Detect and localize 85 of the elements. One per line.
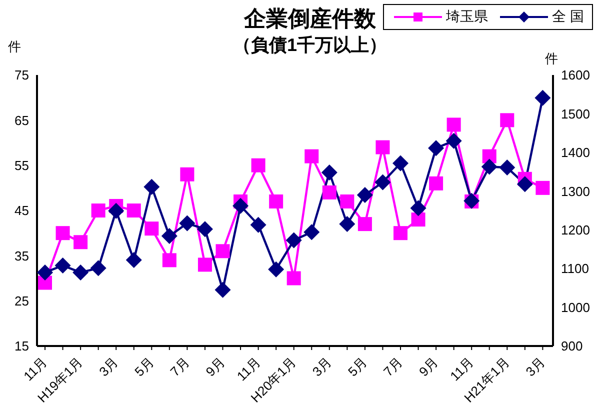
y2-tick-label: 900 — [561, 338, 583, 354]
y2-tick-label: 1200 — [561, 222, 590, 238]
point — [198, 258, 212, 272]
point — [534, 90, 551, 106]
point — [214, 282, 231, 298]
x-tick-label: 11月 — [447, 354, 477, 384]
point — [321, 164, 338, 181]
point — [180, 167, 194, 182]
point — [339, 216, 356, 232]
point — [251, 158, 266, 172]
x-tick-label: 5月 — [132, 354, 157, 380]
x-tick-label: 3月 — [522, 354, 548, 380]
point — [410, 200, 426, 216]
y2-tick-label: 1600 — [561, 68, 590, 83]
point — [144, 178, 160, 195]
x-tick-label: 5月 — [344, 354, 370, 380]
legend-label: 埼玉県 — [445, 8, 488, 26]
point — [376, 140, 390, 154]
y-tick-label: 75 — [14, 68, 29, 83]
point — [356, 187, 373, 204]
point — [481, 158, 498, 175]
point — [304, 149, 319, 164]
point — [516, 176, 533, 192]
point — [38, 276, 52, 290]
y2-tick-label: 1300 — [561, 184, 590, 199]
point — [179, 215, 196, 232]
point — [56, 226, 70, 240]
point — [108, 202, 124, 219]
point — [429, 176, 444, 190]
point — [144, 222, 159, 236]
x-tick-label: 7月 — [380, 354, 406, 380]
point — [286, 232, 302, 248]
x-tick-label: 7月 — [167, 354, 192, 380]
point — [500, 113, 514, 128]
point — [126, 252, 142, 268]
chart-subtitle: （負債1千万以上） — [232, 34, 388, 56]
point — [304, 224, 320, 240]
point — [162, 253, 176, 268]
point — [536, 180, 550, 195]
point — [446, 132, 462, 149]
point — [196, 221, 213, 238]
y-axis-title: 件 — [8, 38, 21, 56]
y2-tick-label: 1000 — [561, 300, 590, 315]
point — [216, 244, 230, 258]
point — [322, 185, 336, 200]
x-tick-label: 11月 — [20, 354, 50, 384]
point — [428, 140, 444, 156]
point — [286, 271, 301, 286]
y-tick-label: 15 — [14, 338, 29, 354]
point — [91, 204, 106, 218]
x-tick-label: 9月 — [202, 354, 228, 380]
point — [161, 228, 178, 244]
y-tick-label: 55 — [14, 158, 29, 173]
y2-axis-title: 件 — [545, 50, 558, 68]
x-tick-label: 9月 — [416, 354, 441, 380]
point — [392, 155, 408, 172]
point — [411, 212, 426, 227]
point — [37, 264, 53, 280]
x-tick-label: 3月 — [309, 354, 334, 380]
y-tick-label: 25 — [14, 293, 29, 308]
chart-title: 企業倒産件数 — [242, 6, 377, 32]
point — [54, 257, 71, 274]
point — [72, 264, 89, 280]
point — [446, 118, 461, 132]
point — [268, 261, 284, 278]
point — [358, 217, 372, 232]
point — [340, 194, 354, 208]
x-tick-label: 11月 — [234, 354, 264, 384]
point — [393, 226, 408, 240]
y-tick-label: 35 — [14, 248, 29, 264]
point — [126, 204, 141, 218]
y-tick-label: 45 — [14, 203, 29, 218]
y2-tick-label: 1500 — [561, 106, 590, 122]
y-tick-label: 65 — [14, 112, 29, 128]
point — [374, 174, 391, 190]
point — [74, 235, 88, 250]
point — [499, 160, 516, 176]
point — [232, 198, 249, 214]
legend-label: 全 国 — [551, 8, 584, 26]
point — [250, 216, 266, 233]
x-tick-label: 3月 — [96, 354, 122, 380]
point — [90, 260, 106, 276]
y2-tick-label: 1100 — [561, 261, 589, 276]
y2-tick-label: 1400 — [561, 145, 590, 160]
point — [269, 194, 284, 208]
